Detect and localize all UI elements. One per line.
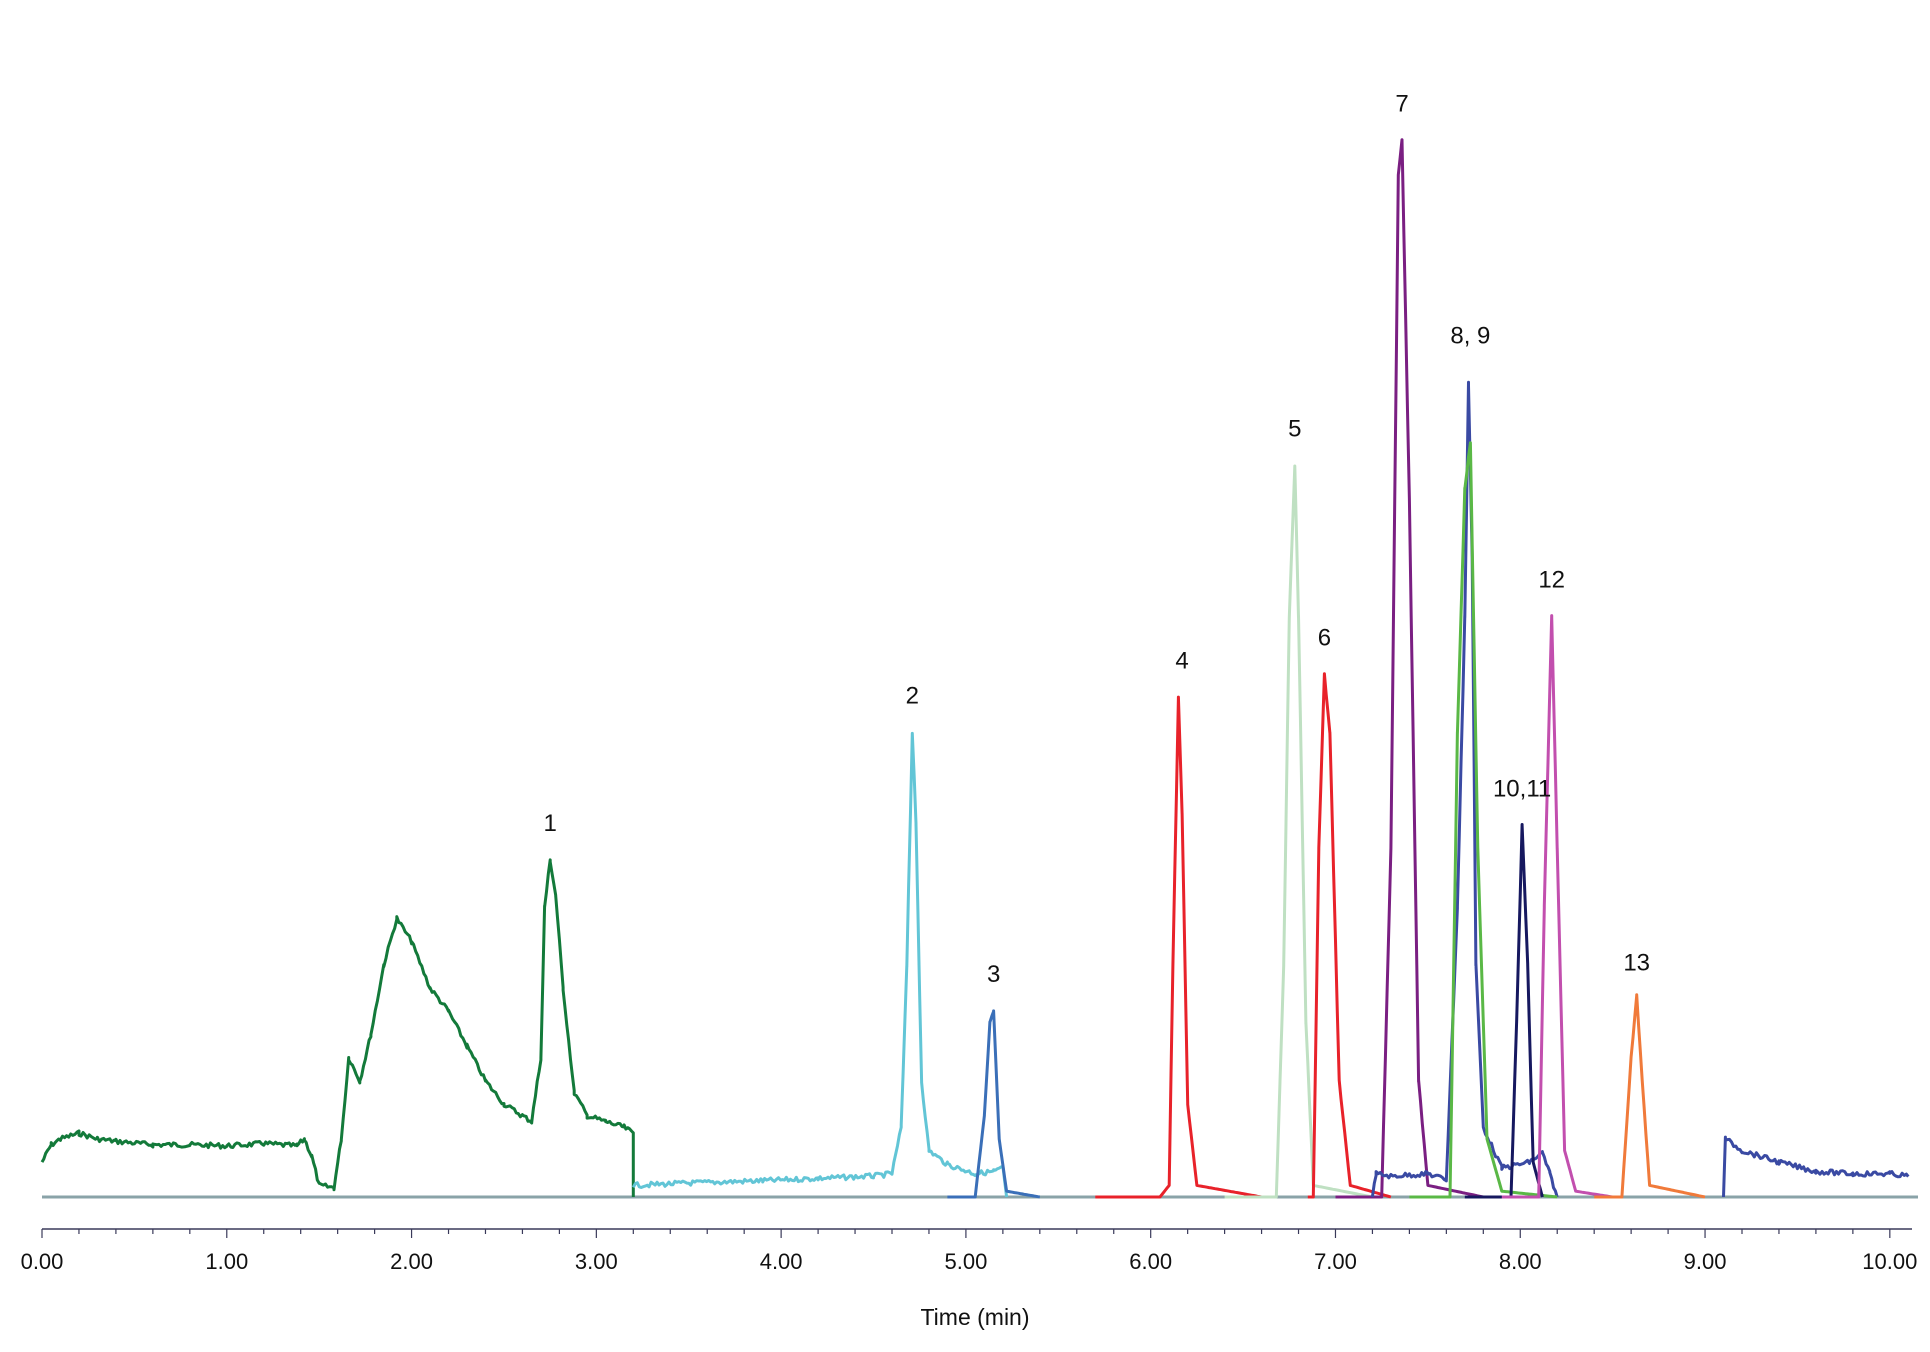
x-tick-label: 10.00 bbox=[1862, 1249, 1917, 1274]
peak-label: 13 bbox=[1623, 949, 1650, 976]
peak-label: 8, 9 bbox=[1450, 322, 1490, 349]
peak-label: 4 bbox=[1175, 648, 1188, 675]
x-axis-title: Time (min) bbox=[920, 1304, 1029, 1330]
series-line-6 bbox=[1307, 672, 1392, 1199]
series-line-12 bbox=[1594, 993, 1706, 1199]
x-tick-label: 3.00 bbox=[575, 1249, 618, 1274]
peak-label: 12 bbox=[1538, 566, 1565, 593]
peak-label: 7 bbox=[1395, 90, 1408, 117]
peak-label: 3 bbox=[987, 961, 1000, 988]
series-line-3 bbox=[947, 1009, 1041, 1199]
peak-label: 6 bbox=[1318, 624, 1331, 651]
x-tick-label: 4.00 bbox=[760, 1249, 803, 1274]
series-layer bbox=[40, 138, 1918, 1199]
x-tick-label: 2.00 bbox=[390, 1249, 433, 1274]
series-line-13 bbox=[1722, 1135, 1910, 1198]
peak-label: 2 bbox=[906, 682, 919, 709]
series-line-5 bbox=[1224, 464, 1373, 1199]
x-axis: 0.00 1.00 2.00 3.00 4.00 5.00 6.00 7.00 8.00 9.00… bbox=[21, 1228, 1917, 1274]
x-tick-label: 0.00 bbox=[21, 1249, 64, 1274]
x-tick-label: 9.00 bbox=[1684, 1249, 1727, 1274]
series-line-8 bbox=[1370, 380, 1559, 1198]
series-line-1 bbox=[40, 858, 635, 1197]
peak-label: 5 bbox=[1288, 415, 1301, 442]
x-tick-label: 8.00 bbox=[1499, 1249, 1542, 1274]
series-line-11 bbox=[1501, 614, 1613, 1199]
x-tick-label: 5.00 bbox=[944, 1249, 987, 1274]
series-line-4 bbox=[1095, 695, 1262, 1199]
series-line-2 bbox=[631, 731, 1009, 1198]
x-tick-label: 7.00 bbox=[1314, 1249, 1357, 1274]
series-line-7 bbox=[1335, 138, 1484, 1199]
series-line-9 bbox=[1409, 441, 1558, 1199]
peak-label: 1 bbox=[543, 810, 556, 837]
x-tick-label: 6.00 bbox=[1129, 1249, 1172, 1274]
x-tick-label: 1.00 bbox=[205, 1249, 248, 1274]
peak-label: 10,11 bbox=[1493, 775, 1551, 802]
